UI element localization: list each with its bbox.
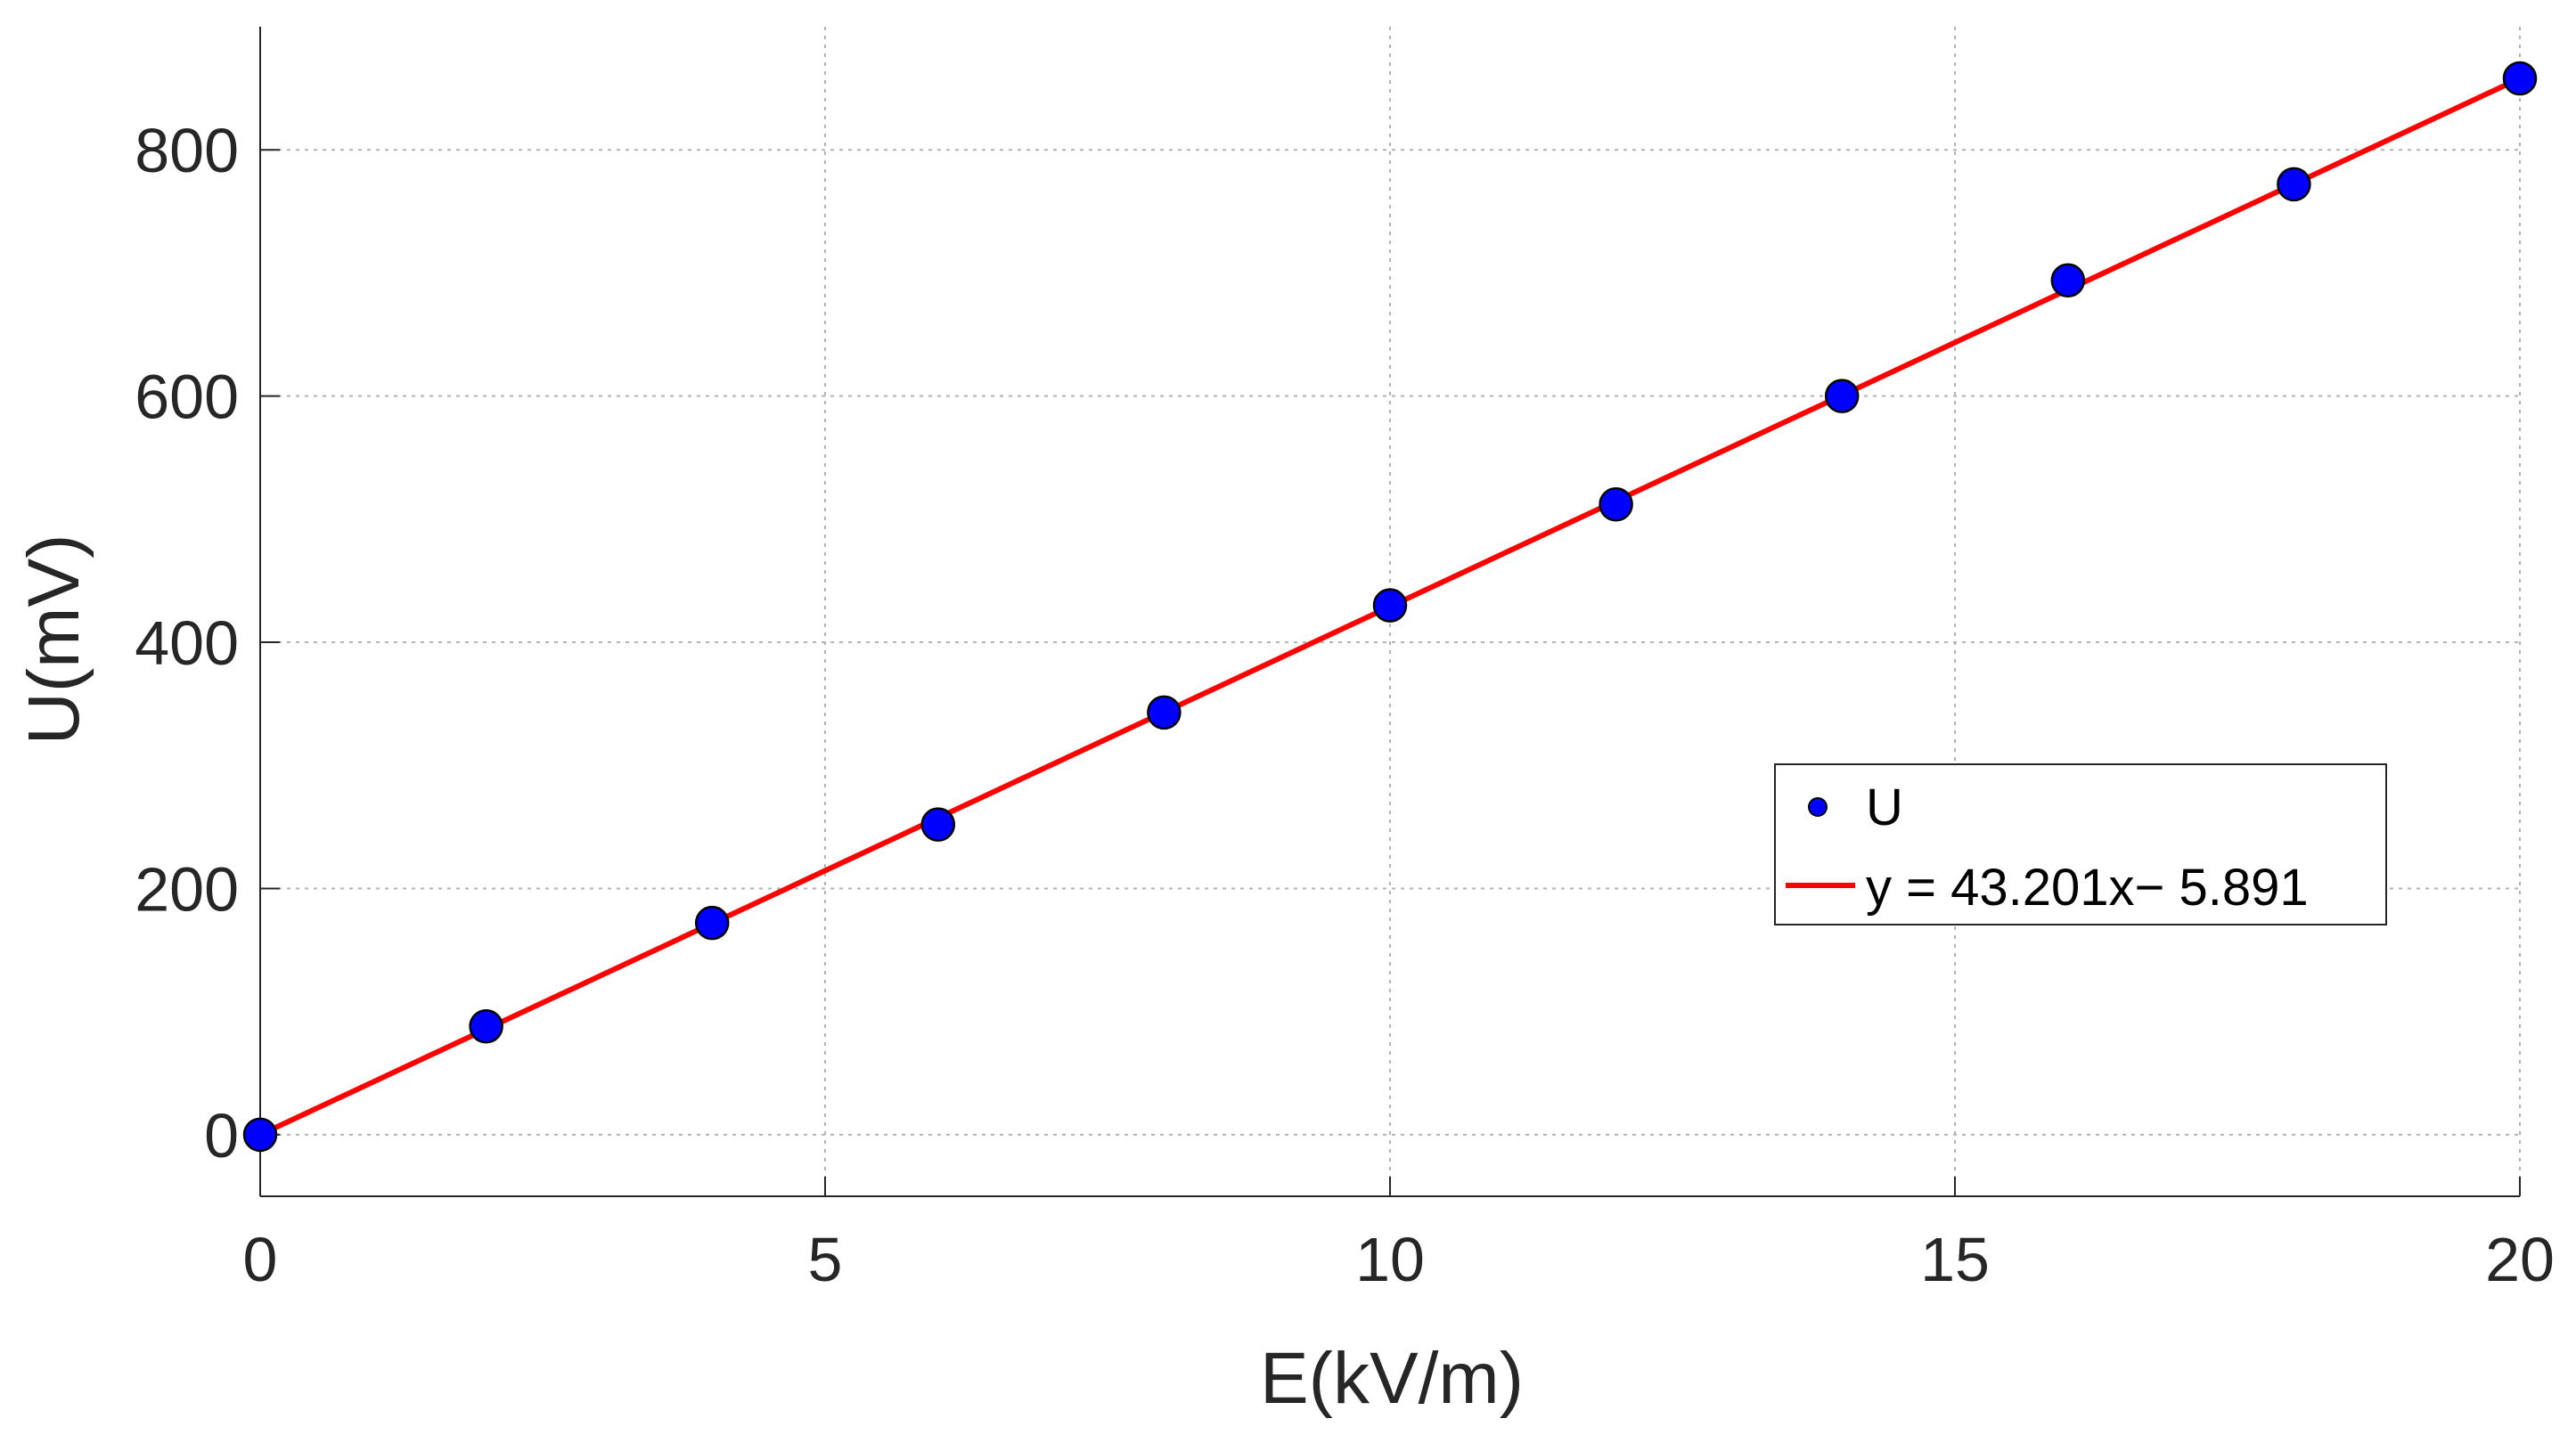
- data-point: [469, 1009, 503, 1044]
- x-tick-label: 10: [1355, 1225, 1425, 1294]
- data-point: [242, 1117, 278, 1153]
- y-tick-label: 800: [135, 116, 239, 185]
- data-point: [1147, 695, 1182, 730]
- x-axis-ticks: 0 5 10 15 20: [243, 1177, 2555, 1294]
- x-tick-label: 15: [1920, 1225, 1990, 1294]
- y-tick-label: 200: [135, 854, 239, 924]
- data-point: [1372, 588, 1408, 623]
- data-point: [2277, 167, 2311, 202]
- y-tick-label: 600: [135, 363, 239, 432]
- x-tick-label: 0: [243, 1225, 278, 1294]
- data-point: [694, 905, 730, 941]
- series: [242, 61, 2538, 1153]
- legend: U y = 43.201x− 5.891: [1774, 763, 2387, 925]
- data-point: [1824, 379, 1860, 413]
- y-axis-title: U(mV): [13, 534, 94, 746]
- legend-box: [1774, 763, 2387, 925]
- data-point: [2050, 263, 2086, 298]
- x-tick-label: 5: [808, 1225, 843, 1294]
- data-point: [1599, 487, 1633, 522]
- y-tick-label: 400: [135, 608, 239, 678]
- x-tick-label: 20: [2485, 1225, 2555, 1294]
- x-axis-title: E(kV/m): [1260, 1338, 1524, 1419]
- legend-label-fit: y = 43.201x− 5.891: [1866, 859, 2309, 917]
- y-axis-ticks: 0 200 400 600 800: [135, 116, 280, 1170]
- data-point: [2502, 61, 2538, 96]
- legend-marker-u: [1808, 797, 1828, 817]
- data-point: [920, 807, 956, 842]
- legend-label-u: U: [1866, 779, 1903, 836]
- y-tick-label: 0: [204, 1101, 239, 1170]
